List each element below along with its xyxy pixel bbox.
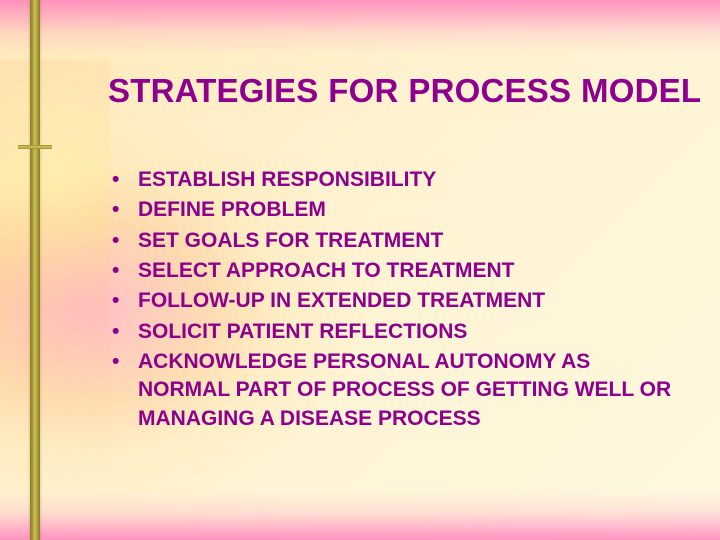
list-item: SET GOALS FOR TREATMENT — [108, 227, 680, 255]
bullet-list: ESTABLISH RESPONSIBILITY DEFINE PROBLEM … — [108, 166, 680, 435]
list-item: SOLICIT PATIENT REFLECTIONS — [108, 318, 680, 346]
vertical-accent-bar — [30, 0, 40, 540]
list-item: ACKNOWLEDGE PERSONAL AUTONOMY AS NORMAL … — [108, 348, 680, 433]
bullet-text: ACKNOWLEDGE PERSONAL AUTONOMY AS NORMAL … — [138, 350, 671, 430]
bullet-text: SOLICIT PATIENT REFLECTIONS — [138, 320, 467, 343]
list-item: DEFINE PROBLEM — [108, 196, 680, 224]
list-item: FOLLOW-UP IN EXTENDED TREATMENT — [108, 287, 680, 315]
slide-title: STRATEGIES FOR PROCESS MODEL — [108, 72, 701, 110]
list-item: ESTABLISH RESPONSIBILITY — [108, 166, 680, 194]
slide: STRATEGIES FOR PROCESS MODEL ESTABLISH R… — [0, 0, 720, 540]
bullet-text: FOLLOW-UP IN EXTENDED TREATMENT — [138, 289, 545, 312]
bullet-text: ESTABLISH RESPONSIBILITY — [138, 168, 436, 191]
bullet-text: SET GOALS FOR TREATMENT — [138, 229, 443, 252]
bullet-text: SELECT APPROACH TO TREATMENT — [138, 259, 514, 282]
bullet-text: DEFINE PROBLEM — [138, 198, 326, 221]
left-texture-overlay — [0, 60, 110, 480]
list-item: SELECT APPROACH TO TREATMENT — [108, 257, 680, 285]
